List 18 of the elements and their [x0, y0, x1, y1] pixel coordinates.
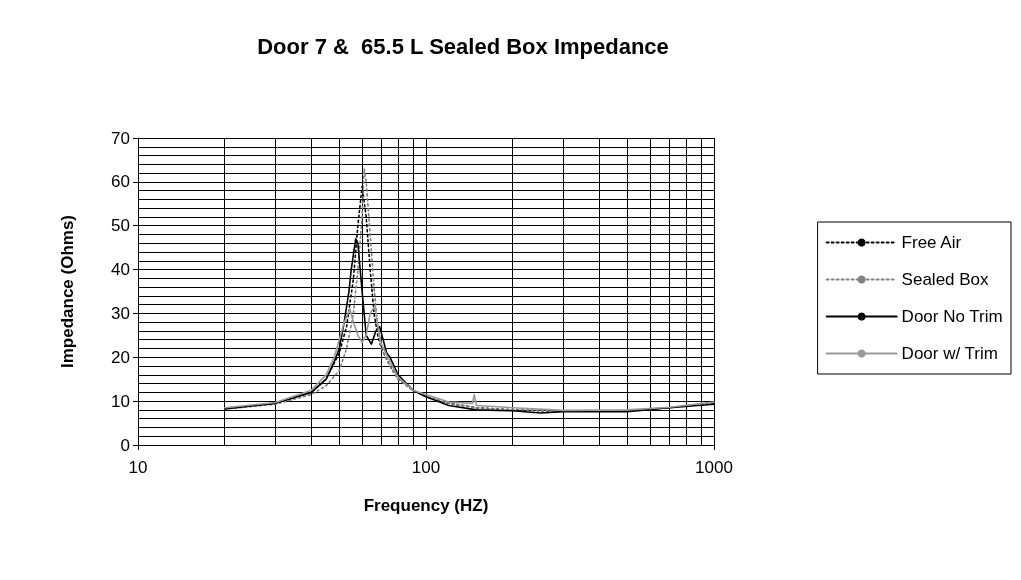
chart-title: Door 7 & 65.5 L Sealed Box Impedance [257, 33, 669, 59]
y-axis-title: Impedance (Ohms) [58, 214, 77, 369]
y-tick-label: 50 [111, 216, 130, 236]
legend-label: Free Air [901, 233, 962, 252]
legend-label: Door w/ Trim [901, 344, 998, 363]
y-tick-label: 10 [111, 391, 130, 411]
x-tick-label: 1000 [695, 458, 733, 477]
y-tick-label: 30 [111, 303, 130, 323]
legend-label: Door No Trim [901, 307, 1003, 326]
x-tick-label: 10 [128, 458, 148, 477]
y-tick-label: 40 [111, 260, 130, 280]
y-tick-label: 60 [111, 172, 130, 192]
y-tick-label: 70 [111, 128, 130, 148]
y-tick-label: 20 [111, 347, 130, 367]
legend-label: Sealed Box [901, 270, 990, 289]
x-axis-title: Frequency (HZ) [363, 496, 489, 515]
y-tick-label: 0 [120, 435, 130, 455]
x-tick-label: 100 [411, 458, 441, 477]
